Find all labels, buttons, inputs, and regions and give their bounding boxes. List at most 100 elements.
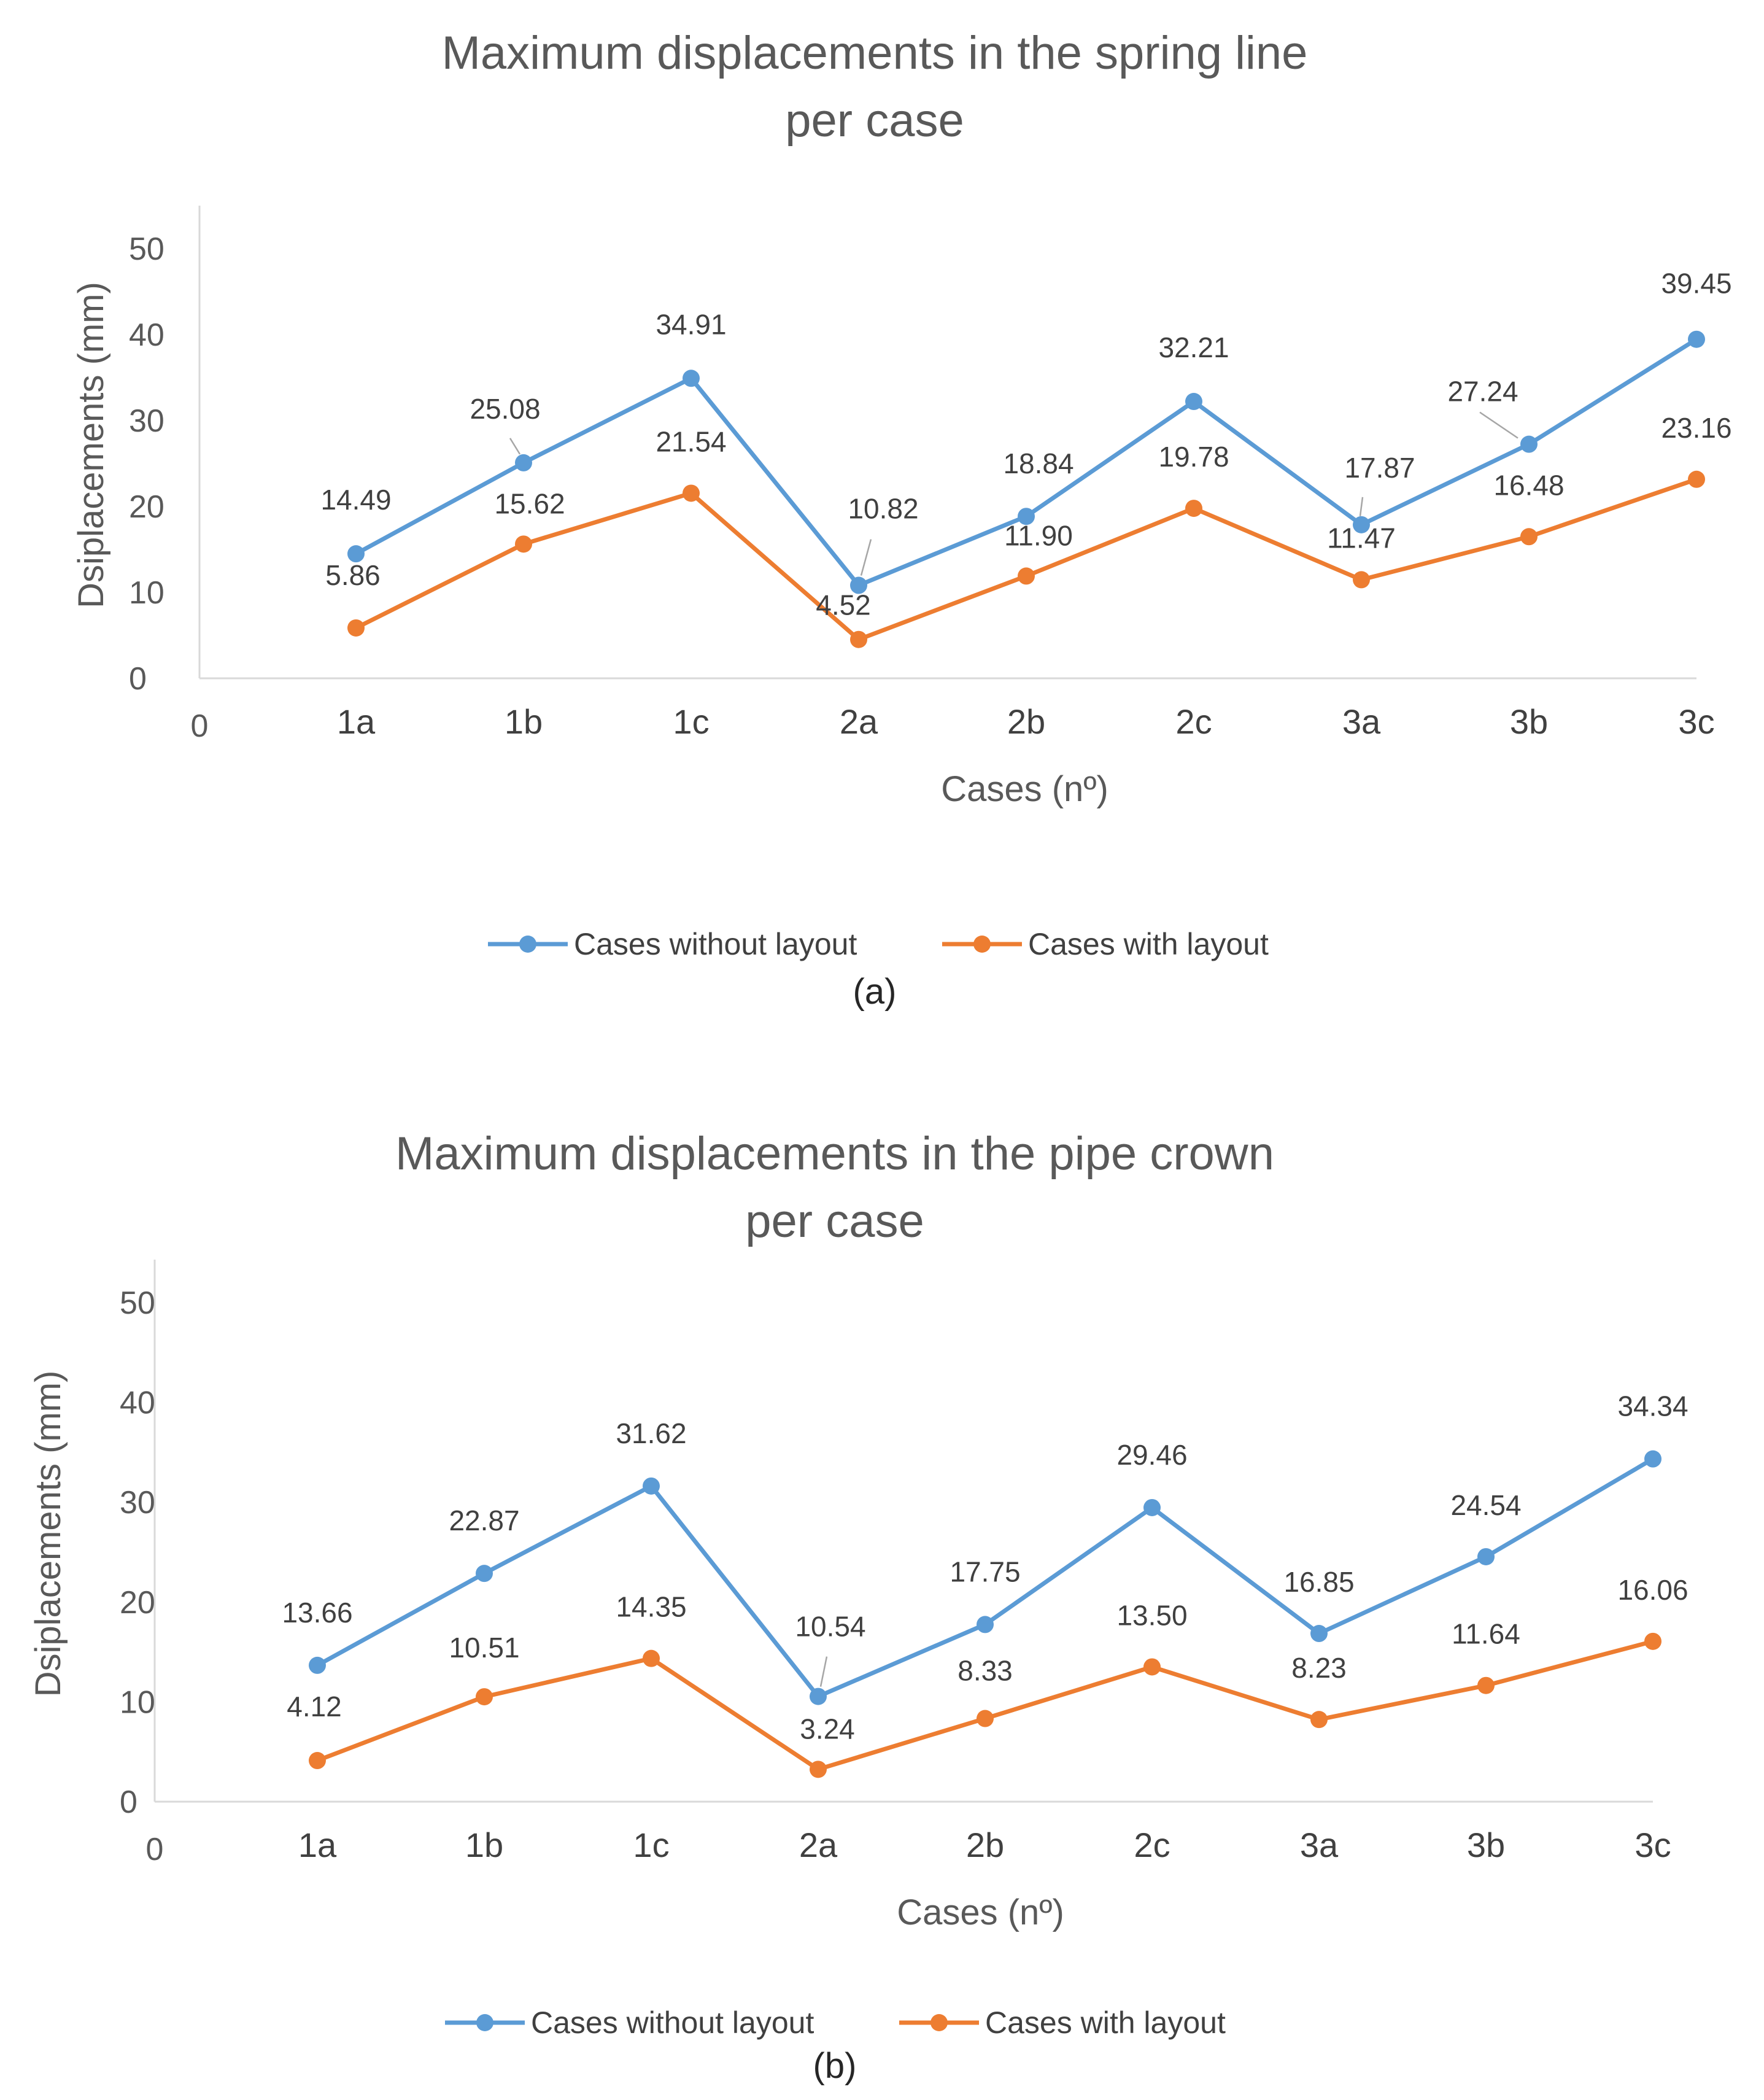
- x-tick-label: 1a: [337, 702, 376, 741]
- data-label: 18.84: [1003, 448, 1073, 479]
- data-point-without-layout: [515, 454, 532, 471]
- data-label: 15.62: [494, 487, 565, 519]
- data-point-without-layout: [683, 370, 700, 387]
- data-label: 5.86: [325, 559, 381, 591]
- x-tick-label: 1a: [298, 1826, 337, 1864]
- data-label: 4.12: [287, 1691, 342, 1722]
- data-label: 10.54: [795, 1611, 865, 1643]
- y-tick-label: 0: [129, 661, 147, 697]
- data-label: 4.52: [816, 589, 871, 621]
- x-tick-label: 1b: [505, 702, 543, 741]
- data-point-with-layout: [1520, 528, 1538, 546]
- label-leader-line: [860, 539, 872, 576]
- data-label: 24.54: [1450, 1489, 1521, 1521]
- legend-marker-without-layout: [519, 936, 536, 953]
- data-point-without-layout: [1018, 508, 1035, 525]
- chart-b: Maximum displacements in the pipe crown p…: [28, 1128, 1689, 2086]
- data-point-without-layout: [810, 1687, 827, 1705]
- x-tick-label: 2b: [966, 1826, 1004, 1864]
- x-tick-label: 3a: [1342, 702, 1381, 741]
- data-label: 11.90: [1004, 519, 1073, 551]
- legend-label-with-layout: Cases with layout: [1028, 927, 1269, 961]
- y-tick-label: 40: [120, 1385, 155, 1421]
- data-label: 16.48: [1493, 469, 1564, 501]
- data-point-with-layout: [1185, 500, 1202, 517]
- data-point-without-layout: [1143, 1498, 1161, 1516]
- data-label: 13.66: [282, 1597, 352, 1629]
- label-leader-line: [1479, 411, 1518, 439]
- data-point-with-layout: [683, 484, 700, 502]
- x-tick-label: 3a: [1300, 1826, 1339, 1864]
- data-label: 27.24: [1447, 376, 1518, 408]
- data-label: 25.08: [470, 393, 540, 425]
- x-tick-label: 1b: [465, 1826, 503, 1864]
- y-tick-label: 40: [129, 317, 164, 353]
- data-point-without-layout: [309, 1656, 326, 1674]
- y-tick-label: 0: [120, 1784, 137, 1820]
- data-point-without-layout: [347, 545, 365, 563]
- x-origin-label: 0: [146, 1832, 164, 1867]
- x-tick-label: 2a: [799, 1826, 838, 1864]
- data-point-without-layout: [977, 1616, 994, 1633]
- data-point-with-layout: [810, 1761, 827, 1778]
- x-tick-label: 1c: [633, 1826, 669, 1864]
- x-tick-label: 3b: [1510, 702, 1548, 741]
- data-label: 3.24: [800, 1713, 855, 1745]
- data-point-without-layout: [1644, 1450, 1661, 1468]
- chart-title-line2: per case: [745, 1195, 924, 1247]
- y-tick-label: 50: [129, 231, 164, 267]
- data-label: 19.78: [1158, 441, 1229, 473]
- data-point-with-layout: [1477, 1676, 1495, 1694]
- data-point-without-layout: [1520, 435, 1538, 453]
- y-tick-label: 20: [120, 1585, 155, 1621]
- data-label: 16.06: [1617, 1574, 1688, 1606]
- data-label: 32.21: [1158, 331, 1229, 363]
- data-label: 8.33: [957, 1655, 1013, 1687]
- data-point-without-layout: [1688, 330, 1705, 348]
- data-point-with-layout: [977, 1710, 994, 1727]
- data-point-with-layout: [1353, 571, 1370, 589]
- data-point-without-layout: [643, 1477, 660, 1495]
- data-label: 8.23: [1291, 1652, 1347, 1684]
- data-point-with-layout: [1143, 1658, 1161, 1676]
- y-tick-label: 50: [120, 1285, 155, 1321]
- y-axis-label: Dsiplacements (mm): [71, 282, 111, 608]
- data-point-with-layout: [1644, 1632, 1661, 1650]
- data-point-with-layout: [309, 1752, 326, 1770]
- data-label: 17.75: [950, 1556, 1020, 1587]
- chart-title-line2: per case: [785, 95, 964, 147]
- data-label: 11.47: [1327, 522, 1396, 554]
- data-point-without-layout: [850, 576, 867, 594]
- chart-title: Maximum displacements in the pipe crown: [395, 1128, 1274, 1180]
- chart-a: Maximum displacements in the spring line…: [71, 27, 1732, 1012]
- y-tick-label: 30: [120, 1485, 155, 1521]
- panel-caption: (b): [813, 2046, 857, 2086]
- data-point-with-layout: [515, 535, 532, 553]
- y-tick-label: 20: [129, 489, 164, 525]
- data-label: 29.46: [1116, 1439, 1187, 1471]
- x-tick-label: 3c: [1634, 1826, 1671, 1864]
- data-point-with-layout: [850, 630, 867, 648]
- x-tick-label: 2a: [840, 702, 878, 741]
- data-label: 31.62: [616, 1417, 686, 1449]
- data-point-with-layout: [1310, 1711, 1328, 1729]
- data-point-with-layout: [1688, 470, 1705, 488]
- y-tick-label: 10: [120, 1684, 155, 1720]
- chart-title: Maximum displacements in the spring line: [442, 27, 1308, 79]
- data-label: 10.51: [449, 1632, 519, 1664]
- data-label: 11.64: [1452, 1618, 1520, 1650]
- data-point-without-layout: [1185, 393, 1202, 411]
- data-point-with-layout: [476, 1688, 493, 1706]
- data-label: 34.34: [1617, 1390, 1688, 1422]
- data-label: 14.49: [320, 484, 391, 516]
- legend-label-with-layout: Cases with layout: [985, 2005, 1226, 2040]
- label-leader-line: [1359, 497, 1364, 516]
- panel-caption: (a): [853, 972, 897, 1012]
- legend-marker-without-layout: [476, 2014, 493, 2031]
- legend-marker-with-layout: [930, 2014, 948, 2031]
- x-tick-label: 2c: [1134, 1826, 1170, 1864]
- data-point-without-layout: [1477, 1548, 1495, 1565]
- data-label: 22.87: [449, 1505, 519, 1536]
- data-label: 17.87: [1344, 452, 1415, 484]
